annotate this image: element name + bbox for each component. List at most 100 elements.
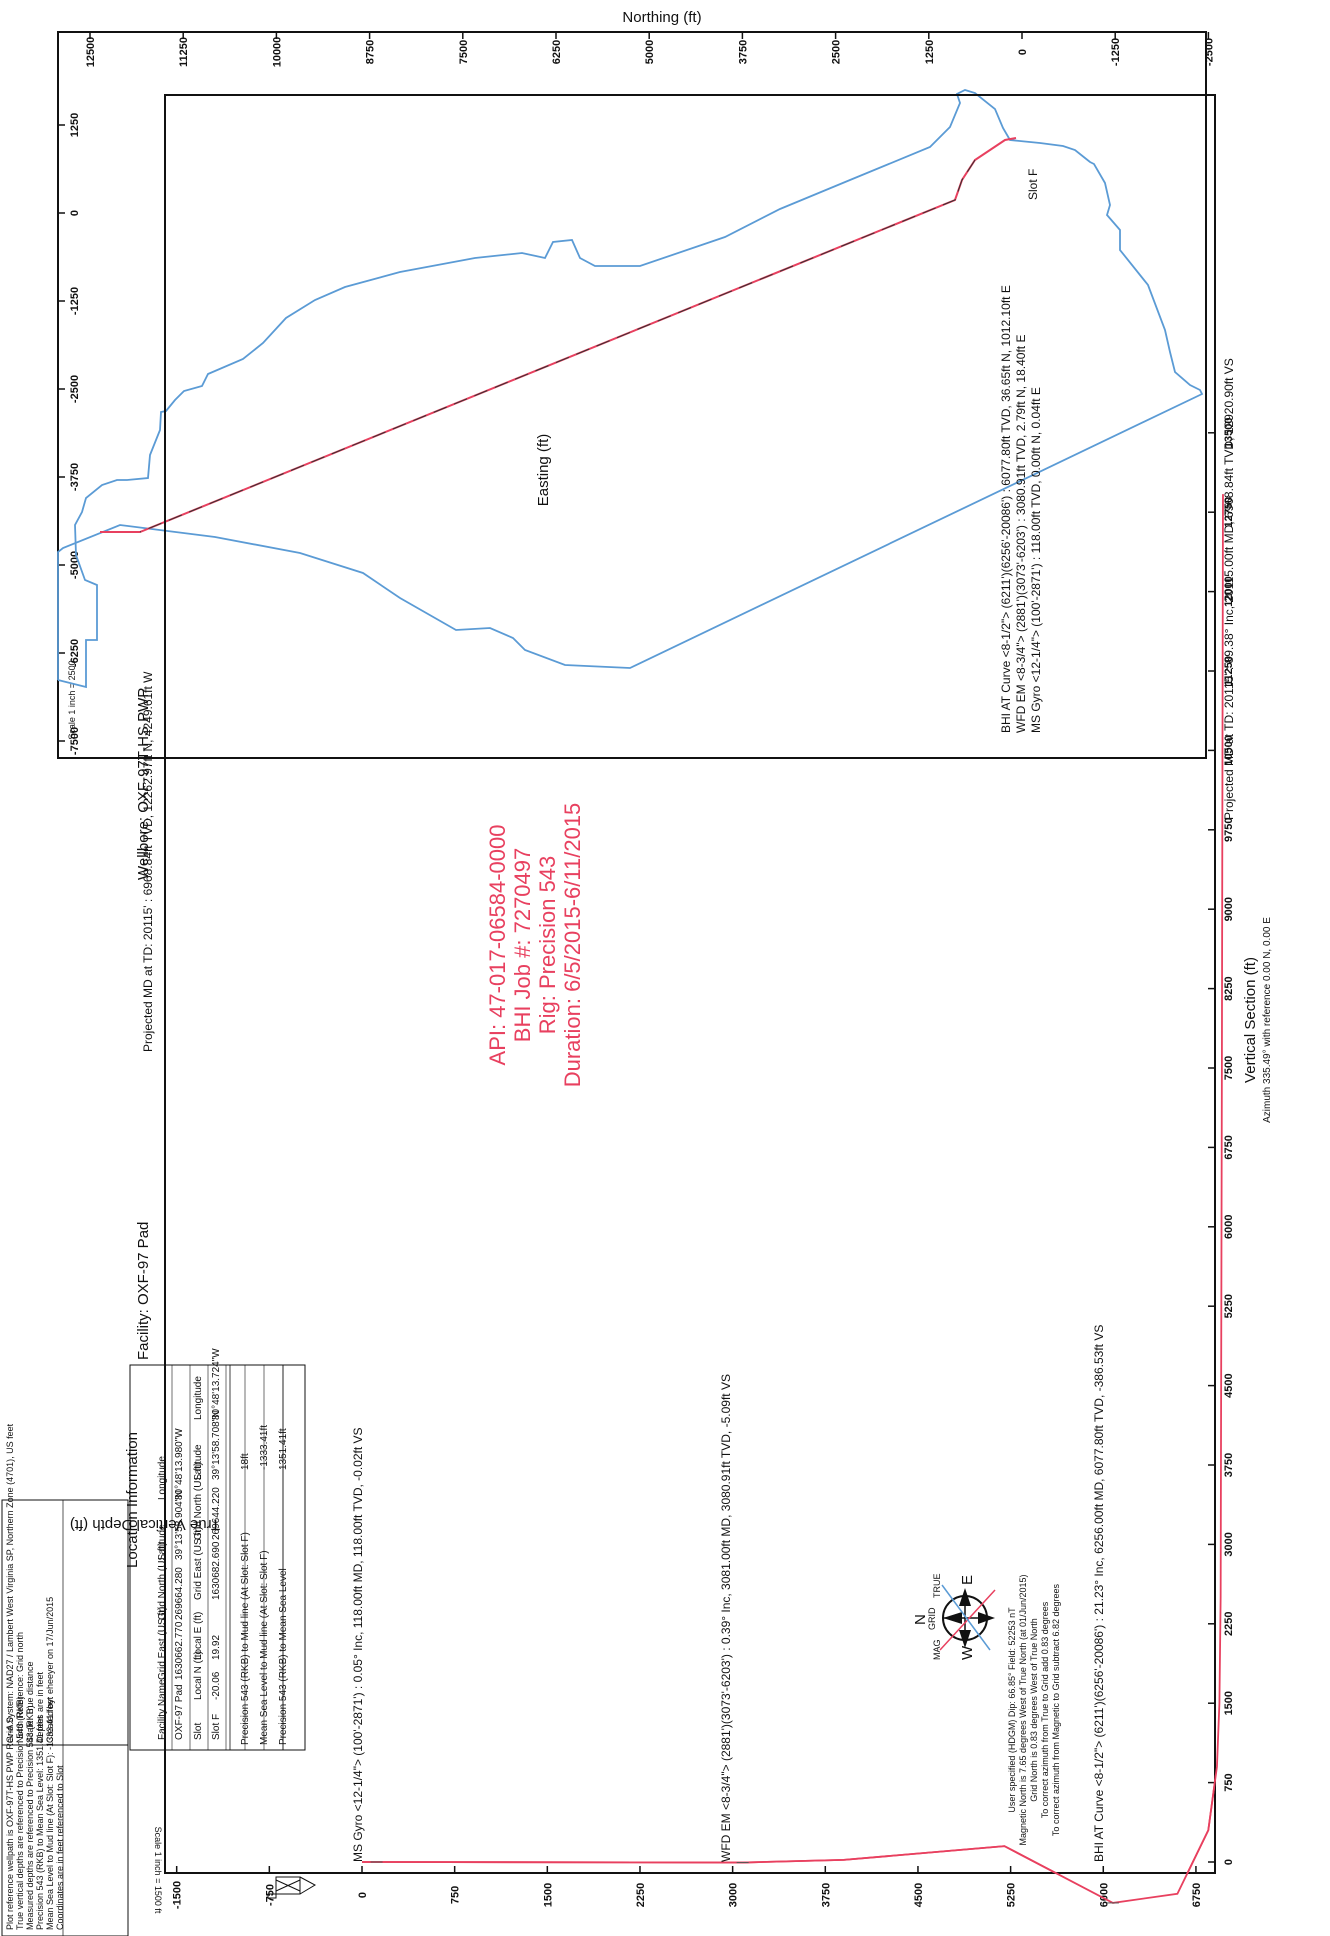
plan-axes-frame (57, 31, 1207, 759)
compass-mag: MAG (932, 1639, 942, 1660)
location-row-label: Mean Sea Level to Mud line (At Slot: Slo… (259, 1550, 270, 1745)
plan-northing-ticks: 12500 11250 10000 8750 7500 6250 5000 3750 2500 1… (85, 32, 1215, 67)
location-value-cell: 1630662.770 (174, 1621, 185, 1680)
vs-xlabel: Vertical Section (ft) (1242, 957, 1259, 1083)
location-row-label: Precision 543 (RKB) to Mud line (At Slot… (240, 1532, 251, 1745)
magnetic-note-line: Magnetic North is 7.65 degrees West of T… (1018, 1575, 1028, 1846)
vs-section-tick-label: 0 (1223, 1859, 1235, 1865)
vs-section-tick-label: 5250 (1223, 1294, 1235, 1318)
vs-tvd-tick-label: 6750 (1191, 1883, 1203, 1907)
slot-value-cell: -20.06 (211, 1671, 222, 1700)
vs-section-tick-label: 11250 (1223, 656, 1235, 686)
location-title: Location Information (124, 1432, 141, 1568)
location-header-cell: Latitude (157, 1524, 168, 1560)
vs-scale-note: Scale 1 inch = 1500 ft (153, 1827, 163, 1914)
vs-section-tick-label: 6000 (1223, 1215, 1235, 1239)
plan-wfd-label: WFD EM <8-3/4"> (2881')(3073'-6203') : 3… (1014, 335, 1028, 733)
note-right-line: Created by: eheeyer on 17/Jun/2015 (45, 1597, 55, 1743)
compass-e: E (959, 1575, 976, 1585)
south-arrow (978, 1612, 995, 1624)
vs-section-tick-label: 9000 (1223, 897, 1235, 921)
plan-easting-tick-label: 0 (69, 210, 81, 216)
note-line: Mean Sea Level to Mud line (At Slot: Slo… (45, 1696, 55, 1930)
plan-northing-tick-label: 12500 (85, 37, 97, 68)
vs-section-tick-label: 9750 (1223, 818, 1235, 842)
plan-xlabel: Northing (ft) (622, 9, 701, 26)
location-table (129, 1364, 306, 1751)
vs-section-tick-label: 1500 (1223, 1691, 1235, 1715)
vs-projected-label: Projected MD at TD: 20115' : 89.38° Inc,… (1222, 358, 1236, 820)
vs-wfd-label: WFD EM <8-3/4"> (2881')(3073'-6203') : 0… (719, 1374, 733, 1862)
plan-northing-tick-label: 3750 (737, 40, 749, 64)
location-cells: Facility Name Grid East (US ft) Grid North… (157, 1348, 289, 1750)
location-row-value: 1351.41ft (278, 1428, 289, 1470)
vs-tvd-tick-label: 2250 (635, 1883, 647, 1907)
location-value-cell: 269664.280 (174, 1567, 185, 1620)
location-row-label: Precision 543 (RKB) to Mean Sea Level (278, 1568, 289, 1745)
vs-bhi-label: BHI AT Curve <8-1/2"> (6211')(6256'-2008… (1092, 1325, 1106, 1862)
west-arrow (959, 1630, 971, 1648)
plan-northing-tick-label: 6250 (551, 40, 563, 64)
compass-true: TRUE (932, 1574, 942, 1599)
plan-easting-tick-label: 1250 (69, 113, 81, 137)
slot-header-cell: Local E (ft) (193, 1612, 204, 1660)
slot-header-cell: Grid East (US ft) (193, 1527, 204, 1600)
slot-value-cell: Slot F (211, 1714, 222, 1740)
compass-rose: N GRID W E MAG TRUE (912, 1574, 996, 1660)
location-value-cell: 39°13'58.904"N (174, 1490, 185, 1560)
plan-scale-note: Scale 1 inch = 2500 (67, 660, 77, 739)
location-header-cell: Facility Name (157, 1679, 168, 1740)
vs-section-tick-label: 3750 (1223, 1453, 1235, 1477)
location-header-cell: Grid North (US ft) (157, 1542, 168, 1620)
vs-tvd-tick-label: 0 (357, 1892, 369, 1898)
plan-gyro-label: MS Gyro <12-1/4"> (100'-2871') : 118.00f… (1029, 387, 1043, 733)
location-header-cell: Longitude (157, 1456, 168, 1500)
plan-ylabel: Easting (ft) (535, 434, 552, 507)
plan-northing-tick-label: 8750 (365, 40, 377, 64)
vs-section-ticks: 0 750 1500 2250 3000 3750 4500 5250 6000 6750 7500… (1208, 418, 1235, 1865)
plan-northing-tick-label: 2500 (831, 40, 843, 64)
plan-northing-tick-label: 11250 (178, 37, 190, 67)
note-right-line: Scale: True distance (25, 1661, 35, 1743)
vs-gyro-label: MS Gyro <12-1/4"> (100'-2871') : 0.05° I… (351, 1427, 365, 1862)
location-row-value: -1333.41ft (259, 1425, 270, 1470)
vs-tvd-tick-label: 750 (450, 1886, 462, 1904)
wellbore-title: Wellbore: OXF-97T-HS PWP (135, 688, 152, 880)
plan-easting-tick-label: -1250 (69, 287, 81, 315)
slot-header-cell: Longitude (193, 1376, 204, 1420)
plan-northing-tick-label: -1250 (1110, 38, 1122, 66)
vs-section-tick-label: 2250 (1223, 1612, 1235, 1636)
compass-grid: GRID (927, 1607, 937, 1630)
magnetic-notes: User specified (HDGM) Dip: 66.85° Field:… (1007, 1575, 1061, 1846)
slot-value-cell: 39°13'58.708"N (211, 1410, 222, 1480)
location-value-cell: 80°48'13.980"W (174, 1428, 185, 1500)
slot-header-cell: Local N (ft) (193, 1651, 204, 1700)
location-value-cell: OXF-97 Pad (174, 1684, 185, 1740)
slot-value-cell: 1630682.690 (211, 1541, 222, 1600)
vs-ylabel: True Vertical Depth (ft) (70, 1516, 220, 1533)
plan-northing-tick-label: 1250 (924, 40, 936, 64)
plan-northing-tick-label: 0 (1017, 49, 1029, 55)
plan-northing-tick-label: 7500 (458, 40, 470, 64)
plan-northing-tick-label: -2500 (1203, 38, 1215, 66)
vs-tvd-tick-label: 3000 (728, 1883, 740, 1907)
vs-section-tick-label: 3000 (1223, 1532, 1235, 1556)
note-line: Precision 543 (RKB) to Mean Sea Level: 1… (35, 1715, 45, 1930)
note-line: Measured depths are referenced to Precis… (25, 1705, 35, 1930)
north-arrow (943, 1612, 962, 1624)
compass-n: N (912, 1614, 929, 1625)
vs-section-tick-label: 13500 (1223, 418, 1235, 449)
vertical-section-chart: True Vertical Depth (ft) Vertical Sectio… (70, 94, 1273, 1914)
vs-tvd-tick-label: -750 (264, 1884, 276, 1906)
note-line: Coordinates are in feet referenced to Sl… (55, 1765, 65, 1930)
compass-w: W (959, 1645, 976, 1660)
note-right-line: Depths are in feet (35, 1671, 45, 1743)
vs-tvd-tick-label: 5250 (1006, 1883, 1018, 1907)
magnetic-note-line: User specified (HDGM) Dip: 66.85° Field:… (1007, 1607, 1017, 1813)
rig-icon (267, 1876, 317, 1899)
vs-section-tick-label: 750 (1223, 1773, 1235, 1791)
vs-depth-ticks: -1500 -750 0 750 1500 2250 3000 3750 4500 5250 600… (172, 1866, 1203, 1909)
vs-tvd-tick-label: -1500 (172, 1881, 184, 1909)
